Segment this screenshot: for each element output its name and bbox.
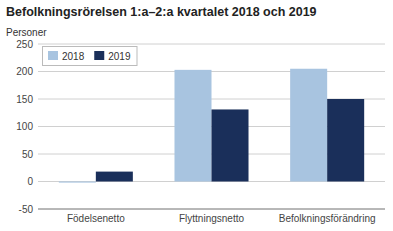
chart-title: Befolkningsrörelsen 1:a–2:a kvartalet 20… bbox=[6, 5, 317, 19]
chart-svg: Befolkningsrörelsen 1:a–2:a kvartalet 20… bbox=[0, 0, 393, 231]
bar bbox=[96, 172, 133, 182]
y-tick-label: 50 bbox=[22, 149, 34, 160]
legend-box bbox=[43, 47, 138, 66]
y-tick-label: 100 bbox=[16, 121, 33, 132]
y-tick-label: 200 bbox=[16, 66, 33, 77]
legend-swatch bbox=[48, 51, 58, 60]
y-tick-label: -50 bbox=[19, 204, 34, 215]
bar bbox=[327, 99, 364, 182]
y-tick-label: 250 bbox=[16, 39, 33, 50]
bar bbox=[212, 109, 249, 181]
x-tick-label: Flyttningsnetto bbox=[179, 213, 244, 224]
x-tick-label: Befolkningsförändring bbox=[279, 213, 376, 224]
bar bbox=[174, 70, 211, 182]
grid bbox=[38, 44, 385, 209]
y-axis-label: Personer bbox=[6, 27, 47, 38]
legend-label: 2018 bbox=[62, 51, 85, 62]
legend-label: 2019 bbox=[108, 51, 131, 62]
x-axis-line bbox=[38, 209, 385, 210]
y-tick-label: 0 bbox=[27, 176, 33, 187]
legend: 2018 2019 bbox=[43, 47, 138, 66]
chart-container: Befolkningsrörelsen 1:a–2:a kvartalet 20… bbox=[0, 0, 393, 231]
grid-line bbox=[38, 44, 385, 45]
legend-swatch bbox=[94, 51, 104, 60]
grid-line bbox=[38, 209, 385, 210]
x-tick-label: Födelsenetto bbox=[67, 213, 125, 224]
bars bbox=[59, 69, 364, 183]
bar bbox=[59, 182, 96, 183]
bar bbox=[290, 69, 327, 182]
y-tick-label: 150 bbox=[16, 94, 33, 105]
